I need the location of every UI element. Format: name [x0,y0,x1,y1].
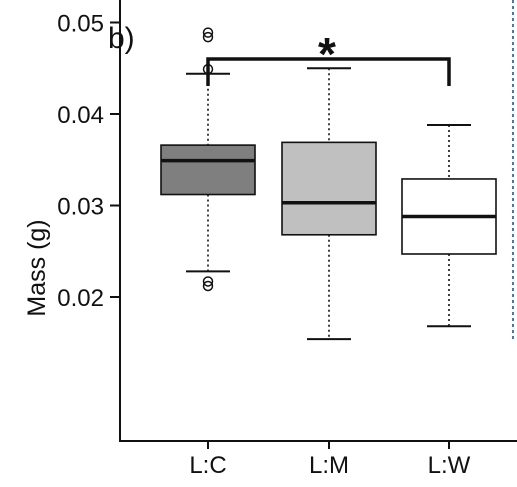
outlier-point [202,63,214,75]
box-l-m [281,67,377,341]
outlier-point [202,280,214,292]
panel-label: b) [108,22,135,55]
y-tick-label: 0.04 [57,102,104,129]
axes: 0.02 0.03 0.04 0.05 L:C L:M L:W [57,0,517,479]
x-tick-label: L:M [309,452,349,479]
significance-star: * [318,28,336,80]
box-l-w [401,123,497,328]
outlier-point [202,276,214,287]
boxes [160,27,497,341]
y-tick-label: 0.03 [57,194,104,221]
y-tick-label: 0.02 [57,285,104,312]
outlier-point [202,31,214,43]
significance-bracket-group: * [206,28,451,86]
box-iqr [160,144,256,196]
y-axis-label: Mass (g) [23,219,51,316]
significance-bracket [206,57,451,86]
x-tick-label: L:C [189,452,226,479]
box-iqr [281,141,377,236]
y-tick-label: 0.05 [57,11,104,38]
x-tick-label: L:W [428,452,471,479]
outlier-point [202,27,214,38]
box-l-c [160,27,256,292]
